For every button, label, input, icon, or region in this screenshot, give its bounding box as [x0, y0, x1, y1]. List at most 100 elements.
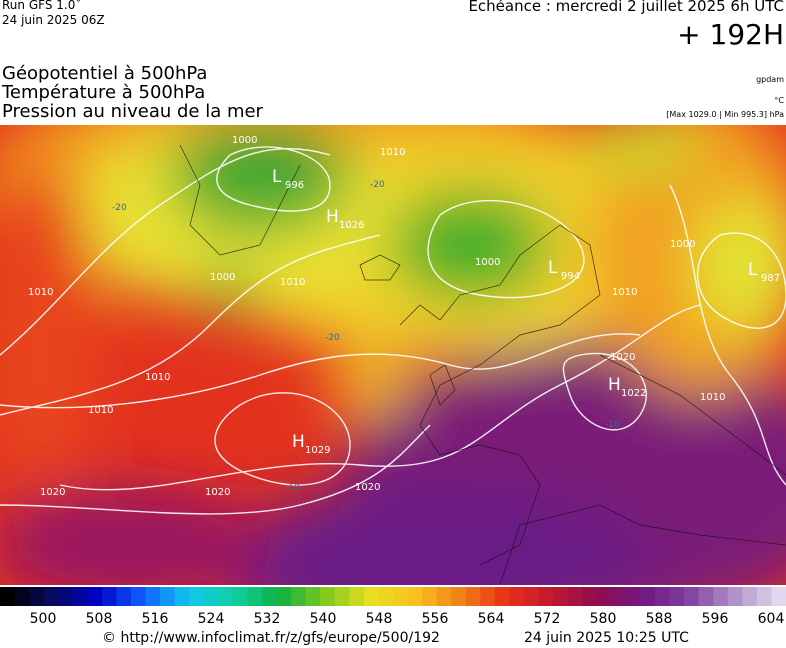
legend-swatch — [407, 587, 423, 606]
isobar-label: 1020 — [610, 352, 635, 363]
legend-swatch — [756, 587, 772, 606]
pressure-value: 987 — [761, 273, 780, 284]
legend-swatch — [174, 587, 190, 606]
legend-swatch — [363, 587, 379, 606]
temp-label: -20 — [370, 180, 385, 190]
legend-swatch — [422, 587, 438, 606]
legend-swatch — [160, 587, 176, 606]
legend-swatch — [203, 587, 219, 606]
legend-label: 548 — [366, 611, 393, 627]
legend-swatch — [232, 587, 248, 606]
run: Run GFS 1.0˚ — [2, 0, 82, 12]
legend-swatch — [131, 587, 147, 606]
legend-swatch — [451, 587, 467, 606]
isobar-label: 1010 — [700, 392, 725, 403]
legend-label: 580 — [590, 611, 617, 627]
legend-swatch — [247, 587, 263, 606]
generated: 24 juin 2025 10:25 UTC — [524, 630, 689, 646]
legend-label: 500 — [30, 611, 57, 627]
legend-label: 516 — [142, 611, 169, 627]
legend-swatch — [742, 587, 758, 606]
legend-swatch — [43, 587, 59, 606]
legend-label: 532 — [254, 611, 281, 627]
pressure-value: 1029 — [305, 445, 330, 456]
legend-label: 508 — [86, 611, 113, 627]
legend-swatch — [189, 587, 205, 606]
legend-swatch — [276, 587, 292, 606]
legend-swatch — [655, 587, 671, 606]
isobar-label: 1010 — [612, 287, 637, 298]
isobar-label: 1010 — [28, 287, 53, 298]
legend-swatch — [218, 587, 234, 606]
legend-swatch — [305, 587, 321, 606]
legend-swatch — [58, 587, 74, 606]
legend-swatch — [611, 587, 627, 606]
temp-label: -10 — [285, 483, 300, 493]
legend-label: 564 — [478, 611, 505, 627]
legend-swatch — [538, 587, 554, 606]
legend-swatch — [509, 587, 525, 606]
pressure-value: 1022 — [621, 388, 646, 399]
legend-swatch — [596, 587, 612, 606]
unit: °C — [774, 96, 784, 105]
legend-label: 524 — [198, 611, 225, 627]
lead-time: + 192H — [677, 18, 784, 51]
isobar-label: 1010 — [380, 147, 405, 158]
legend-swatch — [378, 587, 394, 606]
legend-swatch — [101, 587, 117, 606]
pressure-value: 996 — [285, 180, 304, 191]
run-date: 24 juin 2025 06Z — [2, 13, 105, 27]
legend-swatch — [334, 587, 350, 606]
legend-swatch — [465, 587, 481, 606]
legend-swatch — [640, 587, 656, 606]
pressure-center: H — [292, 432, 305, 452]
legend-swatch — [262, 587, 278, 606]
legend-swatch — [567, 587, 583, 606]
legend: 500 508 516 524 532 540 548 556 564 572 580 588 596 6… — [0, 587, 786, 627]
isobar-label: 1000 — [232, 135, 257, 146]
legend-swatch — [494, 587, 510, 606]
legend-swatch — [72, 587, 88, 606]
legend-swatch — [87, 587, 103, 606]
isobar-label: 1010 — [88, 405, 113, 416]
legend-label: 572 — [534, 611, 561, 627]
isobar-label: 1020 — [355, 482, 380, 493]
legend-label: 604 — [758, 611, 785, 627]
legend-swatch — [116, 587, 132, 606]
isobar-label: 1020 — [205, 487, 230, 498]
legend-swatch — [669, 587, 685, 606]
isobar-label: 1000 — [210, 272, 235, 283]
legend-swatch — [436, 587, 452, 606]
legend-swatch — [625, 587, 641, 606]
isobar-label: 1000 — [670, 239, 695, 250]
legend-label: 588 — [646, 611, 673, 627]
legend-swatch — [349, 587, 365, 606]
source: © http://www.infoclimat.fr/z/gfs/europe/… — [102, 630, 440, 646]
legend-swatch — [582, 587, 598, 606]
legend-swatch — [29, 587, 45, 606]
legend-swatch — [553, 587, 569, 606]
legend-label: 596 — [702, 611, 729, 627]
isobar-label: 1010 — [145, 372, 170, 383]
pressure-center: L — [272, 167, 282, 187]
legend-swatch — [145, 587, 161, 606]
range: [Max 1029.0 | Min 995.3] hPa — [666, 110, 784, 119]
legend-swatch — [14, 587, 30, 606]
pressure-value: 994 — [561, 271, 580, 282]
legend-swatch — [291, 587, 307, 606]
pressure-value: 1026 — [339, 220, 364, 231]
temp-label: -20 — [112, 203, 127, 213]
temp-label: -20 — [325, 333, 340, 343]
isobar-label: 1010 — [280, 277, 305, 288]
unit: gpdam — [756, 75, 784, 84]
field: Géopotentiel à 500hPa — [2, 63, 208, 84]
legend-swatch — [0, 587, 16, 606]
legend-swatch — [524, 587, 540, 606]
pressure-center: H — [326, 207, 339, 227]
legend-swatch — [771, 587, 786, 606]
legend-swatch — [684, 587, 700, 606]
legend-swatch — [320, 587, 336, 606]
pressure-center: L — [548, 258, 558, 278]
